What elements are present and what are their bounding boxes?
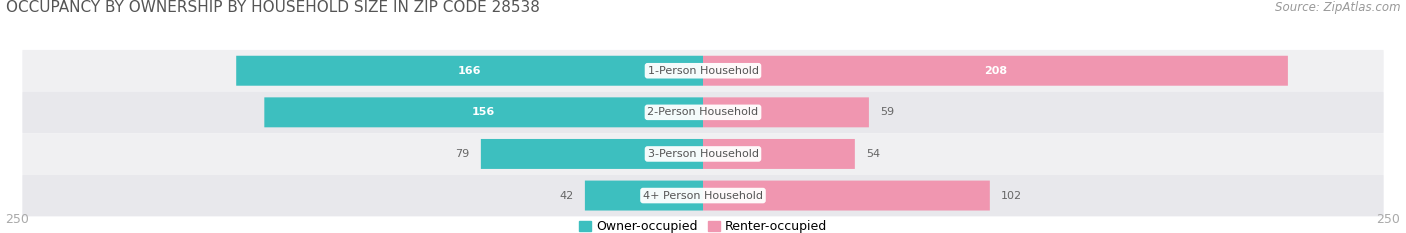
Text: 3-Person Household: 3-Person Household bbox=[648, 149, 758, 159]
Text: 59: 59 bbox=[880, 107, 894, 117]
Text: 1-Person Household: 1-Person Household bbox=[648, 66, 758, 76]
Text: 2-Person Household: 2-Person Household bbox=[647, 107, 759, 117]
Text: 208: 208 bbox=[984, 66, 1007, 76]
Text: 166: 166 bbox=[458, 66, 481, 76]
Text: OCCUPANCY BY OWNERSHIP BY HOUSEHOLD SIZE IN ZIP CODE 28538: OCCUPANCY BY OWNERSHIP BY HOUSEHOLD SIZE… bbox=[6, 0, 540, 15]
FancyBboxPatch shape bbox=[703, 97, 869, 127]
Text: 156: 156 bbox=[472, 107, 495, 117]
FancyBboxPatch shape bbox=[22, 92, 1384, 133]
Text: 250: 250 bbox=[1376, 213, 1400, 226]
FancyBboxPatch shape bbox=[236, 56, 703, 86]
Text: 4+ Person Household: 4+ Person Household bbox=[643, 191, 763, 201]
Text: 79: 79 bbox=[456, 149, 470, 159]
Text: 250: 250 bbox=[6, 213, 30, 226]
FancyBboxPatch shape bbox=[481, 139, 703, 169]
FancyBboxPatch shape bbox=[22, 175, 1384, 216]
Text: 54: 54 bbox=[866, 149, 880, 159]
Text: 102: 102 bbox=[1001, 191, 1022, 201]
FancyBboxPatch shape bbox=[703, 139, 855, 169]
Text: 42: 42 bbox=[560, 191, 574, 201]
FancyBboxPatch shape bbox=[22, 50, 1384, 92]
FancyBboxPatch shape bbox=[22, 133, 1384, 175]
FancyBboxPatch shape bbox=[703, 56, 1288, 86]
FancyBboxPatch shape bbox=[264, 97, 703, 127]
FancyBboxPatch shape bbox=[703, 181, 990, 211]
Text: Source: ZipAtlas.com: Source: ZipAtlas.com bbox=[1275, 1, 1400, 14]
FancyBboxPatch shape bbox=[585, 181, 703, 211]
Legend: Owner-occupied, Renter-occupied: Owner-occupied, Renter-occupied bbox=[574, 215, 832, 233]
